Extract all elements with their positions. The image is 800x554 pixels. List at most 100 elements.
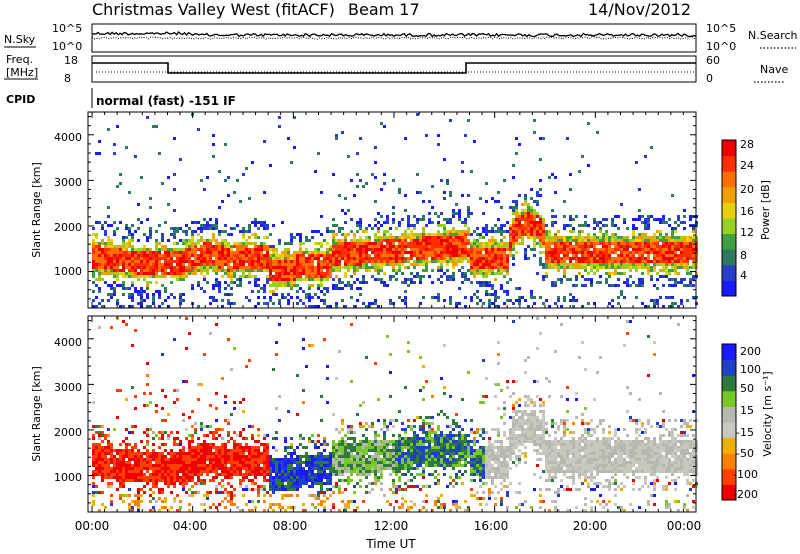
power-cell (377, 230, 380, 233)
power-cell (551, 263, 554, 266)
power-cell (242, 269, 245, 272)
power-cell (302, 278, 305, 281)
power-cell (437, 248, 440, 251)
power-cell (488, 272, 491, 275)
power-cell (644, 242, 647, 245)
power-cell (575, 248, 578, 251)
power-cell (527, 230, 530, 233)
power-cell (527, 245, 530, 248)
power-cell (176, 272, 179, 275)
velocity-cell (137, 470, 140, 473)
power-cell (593, 227, 596, 230)
power-cell (653, 218, 656, 221)
power-cell (641, 248, 644, 251)
power-cell (587, 272, 590, 275)
power-cell (584, 236, 587, 239)
power-cell (500, 266, 503, 269)
power-cell (419, 251, 422, 254)
power-cell (602, 260, 605, 263)
power-cell (296, 269, 299, 272)
power-cell (470, 281, 473, 284)
power-cell (266, 254, 269, 257)
velocity-cell (107, 458, 110, 461)
velocity-cell (179, 458, 182, 461)
power-cell (470, 260, 473, 263)
power-cell (278, 125, 281, 128)
power-cell (344, 275, 347, 278)
power-cell (200, 245, 203, 248)
power-cell (500, 248, 503, 251)
power-cell (203, 188, 206, 191)
power-cell (437, 269, 440, 272)
power-cell (527, 215, 530, 218)
velocity-cell (155, 476, 158, 479)
velocity-cell (332, 470, 335, 473)
power-cell (509, 224, 512, 227)
power-cell (119, 257, 122, 260)
power-cell (626, 284, 629, 287)
power-cell (128, 254, 131, 257)
velocity-cell (146, 479, 149, 482)
velocity-cell (263, 479, 266, 482)
velocity-cell (146, 458, 149, 461)
velocity-cell (122, 464, 125, 467)
power-cell (134, 248, 137, 251)
power-cell (359, 263, 362, 266)
velocity-cell (284, 473, 287, 476)
velocity-cell (347, 467, 350, 470)
velocity-cell (305, 455, 308, 458)
power-cell (356, 263, 359, 266)
power-cell (437, 251, 440, 254)
power-cell (620, 263, 623, 266)
velocity-cell (224, 473, 227, 476)
velocity-cell (314, 446, 317, 449)
power-cell (344, 248, 347, 251)
velocity-cell (227, 491, 230, 494)
power-cell (95, 266, 98, 269)
velocity-cell (263, 452, 266, 455)
velocity-cell (119, 467, 122, 470)
power-cell (533, 254, 536, 257)
power-cell (365, 305, 368, 308)
power-cell (506, 260, 509, 263)
power-cell (446, 182, 449, 185)
velocity-cell (155, 434, 158, 437)
power-cell (605, 224, 608, 227)
velocity-cell (221, 491, 224, 494)
power-cell (227, 251, 230, 254)
power-cell (248, 254, 251, 257)
power-cell (449, 230, 452, 233)
power-cell (167, 266, 170, 269)
power-cell (452, 275, 455, 278)
power-cell (581, 275, 584, 278)
power-cell (410, 278, 413, 281)
power-cell (191, 242, 194, 245)
power-cell (692, 239, 695, 242)
power-cell (335, 239, 338, 242)
velocity-cell (362, 401, 365, 404)
power-cell (554, 233, 557, 236)
power-cell (299, 287, 302, 290)
power-cell (143, 263, 146, 266)
power-cell (521, 230, 524, 233)
velocity-cell (341, 422, 344, 425)
velocity-cell (194, 449, 197, 452)
power-cell (380, 236, 383, 239)
power-cell (128, 233, 131, 236)
velocity-cell (350, 479, 353, 482)
velocity-cell (191, 449, 194, 452)
power-cell (356, 245, 359, 248)
velocity-cell (233, 470, 236, 473)
power-cell (332, 239, 335, 242)
power-cell (248, 299, 251, 302)
power-cell (551, 284, 554, 287)
velocity-cell (176, 473, 179, 476)
power-cell (320, 233, 323, 236)
power-cell (242, 251, 245, 254)
power-cell (137, 239, 140, 242)
power-cell (530, 236, 533, 239)
velocity-cell (92, 458, 95, 461)
velocity-cell (308, 476, 311, 479)
power-cell (272, 278, 275, 281)
power-cell (563, 272, 566, 275)
